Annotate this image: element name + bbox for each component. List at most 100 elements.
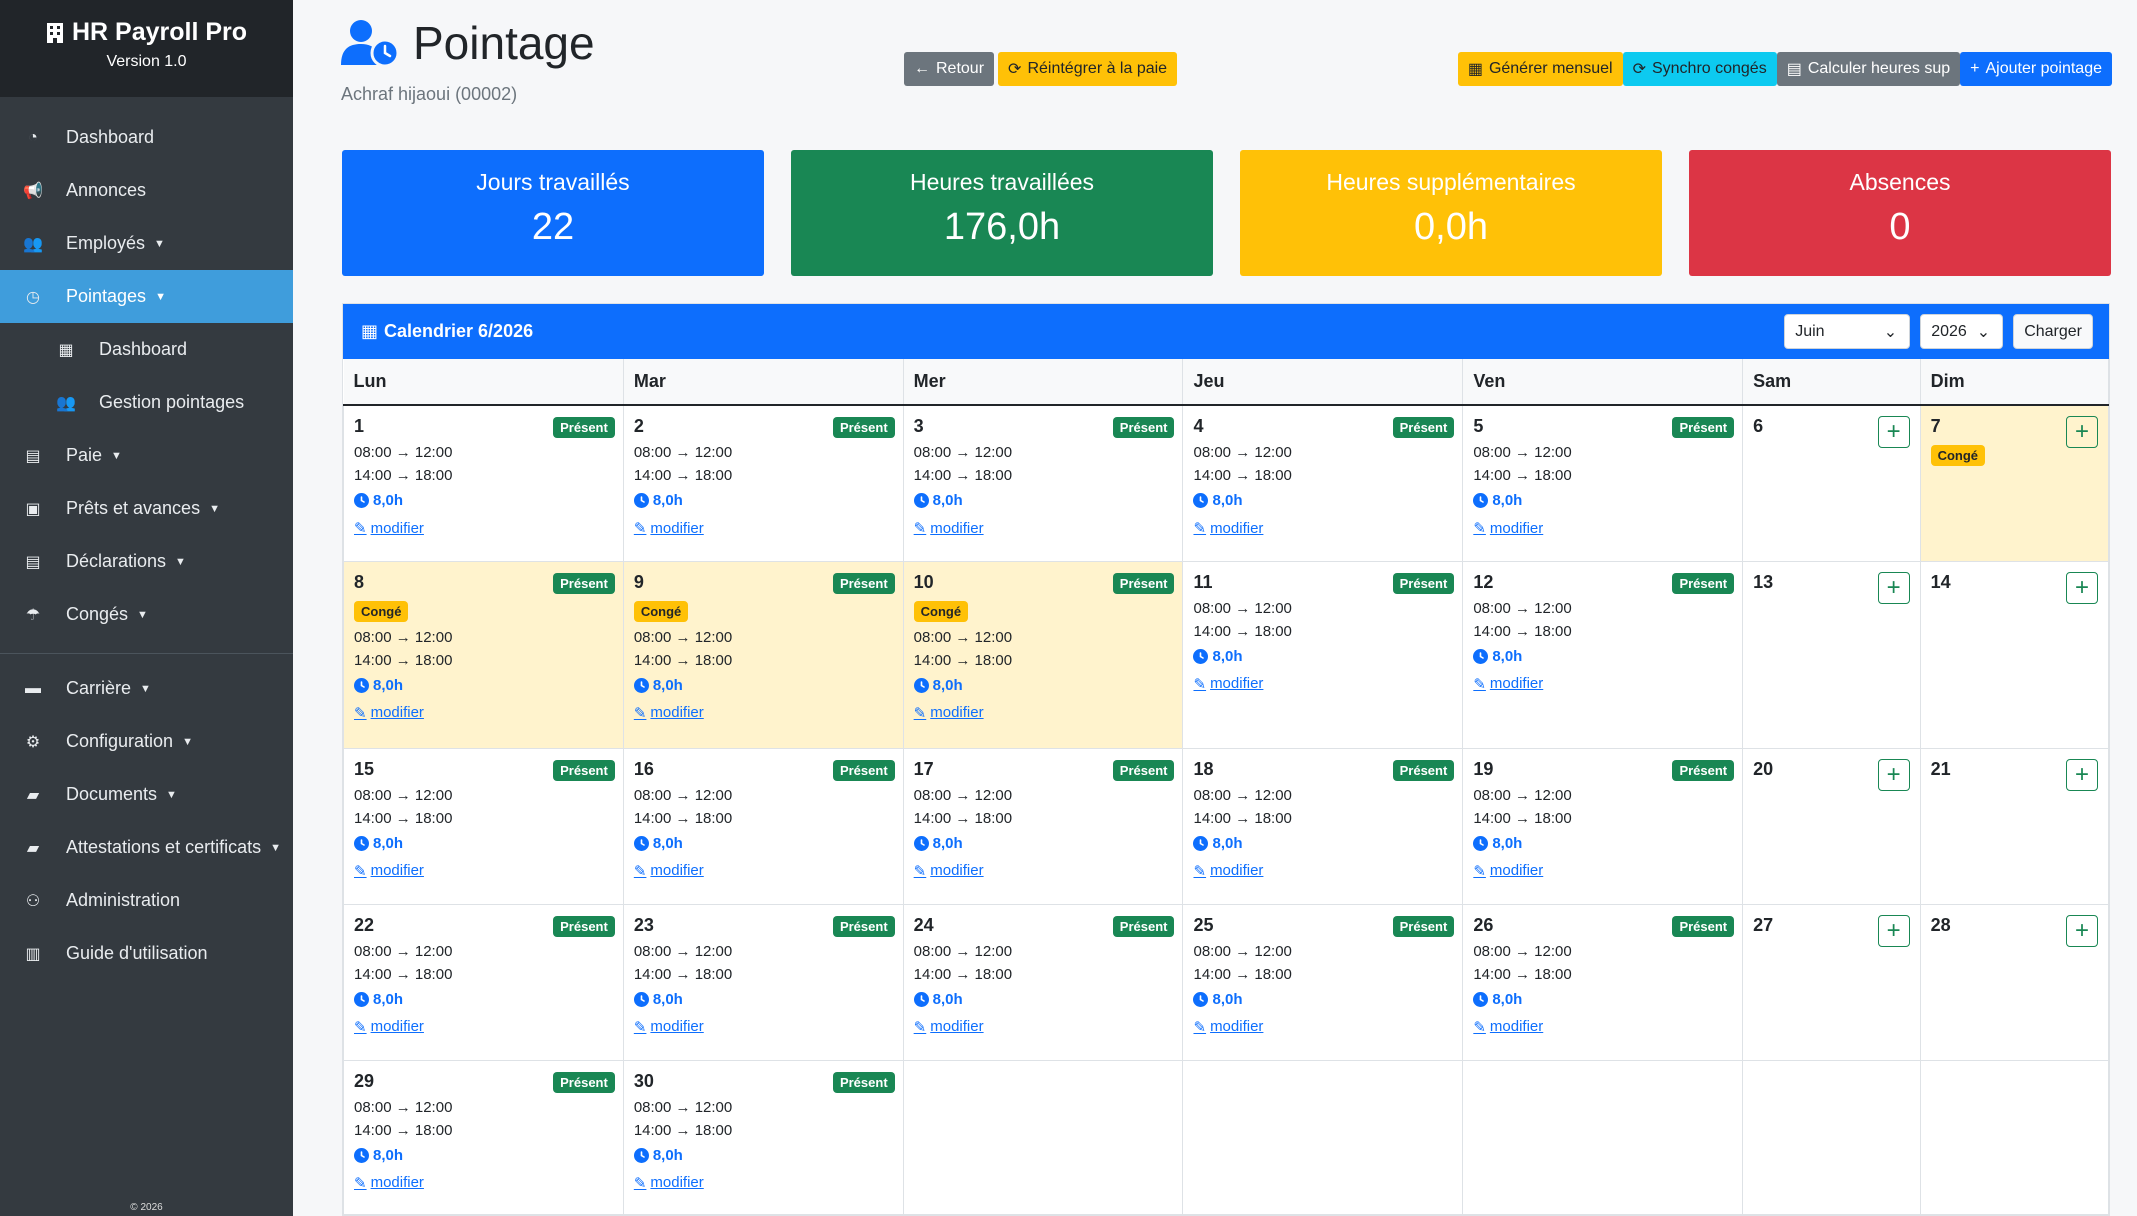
add-pointage-button[interactable]: + Ajouter pointage xyxy=(1960,52,2112,86)
sidebar-item-gestion-pointages[interactable]: 👥 Gestion pointages xyxy=(0,376,293,429)
sidebar-item-annonces[interactable]: 📢 Annonces xyxy=(0,164,293,217)
edit-link[interactable]: ✎ modifier xyxy=(1193,519,1454,538)
sidebar-item-carri-re[interactable]: ▬ Carrière ▼ xyxy=(0,662,293,715)
calendar-day-cell[interactable]: 12 Présent 08:00 → 12:00 14:00 → 18:00 8,0h ✎… xyxy=(1462,560,1744,749)
sidebar-item-paie[interactable]: ▤ Paie ▼ xyxy=(0,429,293,482)
calendar-day-cell[interactable]: 2 Présent 08:00 → 12:00 14:00 → 18:00 8,0h ✎ m… xyxy=(622,404,904,562)
calendar-day-cell[interactable]: 3 Présent 08:00 → 12:00 14:00 → 18:00 8,0h ✎ m… xyxy=(902,404,1184,562)
add-day-button[interactable]: + xyxy=(2066,758,2098,791)
add-day-button[interactable]: + xyxy=(2066,914,2098,947)
edit-link[interactable]: ✎ modifier xyxy=(354,519,615,538)
calendar-day-cell[interactable]: 13 + xyxy=(1742,560,1921,749)
edit-link[interactable]: ✎ modifier xyxy=(1193,1018,1454,1036)
edit-link[interactable]: ✎ modifier xyxy=(354,1018,615,1036)
edit-link[interactable]: ✎ modifier xyxy=(914,519,1175,538)
calendar-day-cell[interactable]: 14 + xyxy=(1919,560,2109,749)
sidebar-item-d-clarations[interactable]: ▤ Déclarations ▼ xyxy=(0,535,293,588)
sidebar-item-dashboard[interactable]: ◔ Dashboard xyxy=(0,111,293,164)
sidebar-item-attestations-et-certificats[interactable]: ▰ Attestations et certificats ▼ xyxy=(0,821,293,874)
calendar-day-cell[interactable]: 26 Présent 08:00 → 12:00 14:00 → 18:00 8,0h ✎… xyxy=(1462,903,1744,1061)
calendar-day-cell[interactable]: 18 Présent 08:00 → 12:00 14:00 → 18:00 8,0h ✎… xyxy=(1182,747,1464,905)
morning-shift: 08:00 → 12:00 xyxy=(1193,786,1292,804)
calendar-day-cell[interactable]: 20 + xyxy=(1742,747,1921,905)
edit-link[interactable]: ✎ modifier xyxy=(634,704,895,722)
edit-link[interactable]: ✎ modifier xyxy=(634,1018,895,1036)
edit-link[interactable]: ✎ modifier xyxy=(354,704,615,722)
sidebar-item-pointages[interactable]: ◷ Pointages ▼ xyxy=(0,270,293,323)
back-button[interactable]: ← Retour xyxy=(904,52,995,86)
edit-link[interactable]: ✎ modifier xyxy=(634,1174,895,1192)
day-number: 23 xyxy=(633,914,654,935)
year-select[interactable]: 2026 ⌄ xyxy=(1920,314,2004,349)
hours-total: 8,0h xyxy=(633,492,895,509)
load-button[interactable]: Charger xyxy=(2013,314,2093,349)
calendar-day-cell[interactable]: 30 Présent 08:00 → 12:00 14:00 → 18:00 8,0h ✎… xyxy=(622,1059,904,1215)
morning-shift: 08:00 → 12:00 xyxy=(1193,444,1292,461)
sidebar-item-pr-ts-et-avances[interactable]: ▣ Prêts et avances ▼ xyxy=(0,482,293,535)
calendar-day-cell[interactable]: 8 Présent Congé 08:00 → 12:00 14:00 → 18:00 8… xyxy=(343,560,624,749)
calendar-day-cell[interactable]: 28 + xyxy=(1919,903,2109,1061)
add-day-button[interactable]: + xyxy=(2066,571,2098,604)
calendar-day-cell[interactable]: 7 + Congé xyxy=(1919,404,2109,562)
edit-link[interactable]: ✎ modifier xyxy=(1473,675,1734,693)
stat-label: Jours travaillés xyxy=(476,169,630,195)
edit-link[interactable]: ✎ modifier xyxy=(1193,675,1454,693)
sync-leave-button[interactable]: ⟳ Synchro congés xyxy=(1622,52,1777,86)
calendar-day-cell[interactable]: 11 Présent 08:00 → 12:00 14:00 → 18:00 8,0h ✎… xyxy=(1182,560,1464,749)
sidebar-item-employ-s[interactable]: 👥 Employés ▼ xyxy=(0,217,293,270)
calendar-day-cell[interactable]: 17 Présent 08:00 → 12:00 14:00 → 18:00 8,0h ✎… xyxy=(902,747,1184,905)
stat-card-days: Jours travaillés 22 xyxy=(342,150,764,276)
sidebar-item-dashboard[interactable]: ▦ Dashboard xyxy=(0,323,293,376)
add-day-button[interactable]: + xyxy=(1877,914,1910,947)
stat-label: Heures supplémentaires xyxy=(1326,169,1576,195)
calendar-day-cell[interactable]: 29 Présent 08:00 → 12:00 14:00 → 18:00 8,0h ✎… xyxy=(343,1059,624,1215)
sidebar-item-configuration[interactable]: ⚙ Configuration ▼ xyxy=(0,715,293,768)
calc-overtime-button[interactable]: ▤ Calculer heures sup xyxy=(1776,52,1961,86)
calendar-day-cell[interactable]: 25 Présent 08:00 → 12:00 14:00 → 18:00 8,0h ✎… xyxy=(1182,903,1464,1061)
edit-link[interactable]: ✎ modifier xyxy=(1473,519,1734,538)
edit-link[interactable]: ✎ modifier xyxy=(914,704,1175,722)
edit-link[interactable]: ✎ modifier xyxy=(634,862,895,880)
calendar-day-cell[interactable]: 4 Présent 08:00 → 12:00 14:00 → 18:00 8,0h ✎ m… xyxy=(1182,404,1464,562)
reintegrate-button[interactable]: ⟳ Réintégrer à la paie xyxy=(998,52,1178,86)
calendar-day-cell[interactable]: 22 Présent 08:00 → 12:00 14:00 → 18:00 8,0h ✎… xyxy=(343,903,624,1061)
morning-shift: 08:00 → 12:00 xyxy=(354,1098,453,1116)
add-day-button[interactable]: + xyxy=(1877,416,1910,448)
calendar-day-cell[interactable]: 27 + xyxy=(1742,903,1921,1061)
edit-link[interactable]: ✎ modifier xyxy=(354,1174,615,1192)
edit-link[interactable]: ✎ modifier xyxy=(354,862,615,880)
sidebar-item-cong-s[interactable]: ☂ Congés ▼ xyxy=(0,588,293,641)
calendar-day-cell[interactable]: 10 Présent Congé 08:00 → 12:00 14:00 → 18:00… xyxy=(902,560,1184,749)
calendar-day-cell[interactable]: 21 + xyxy=(1919,747,2109,905)
edit-label: modifier xyxy=(930,1018,984,1035)
edit-link[interactable]: ✎ modifier xyxy=(914,862,1175,880)
calendar-day-cell[interactable]: 5 Présent 08:00 → 12:00 14:00 → 18:00 8,0h ✎ m… xyxy=(1462,404,1744,562)
calendar-day-cell[interactable]: 24 Présent 08:00 → 12:00 14:00 → 18:00 8,0h ✎… xyxy=(902,903,1184,1061)
calendar-day-cell[interactable]: 15 Présent 08:00 → 12:00 14:00 → 18:00 8,0h ✎… xyxy=(343,747,624,905)
calendar-day-cell[interactable]: 9 Présent Congé 08:00 → 12:00 14:00 → 18:00 8… xyxy=(622,560,904,749)
add-day-button[interactable]: + xyxy=(2066,416,2098,448)
calendar-day-cell[interactable]: 23 Présent 08:00 → 12:00 14:00 → 18:00 8,0h ✎… xyxy=(622,903,904,1061)
add-day-button[interactable]: + xyxy=(1877,758,1910,791)
money-icon: ▣ xyxy=(25,500,41,518)
brand-title[interactable]: HR Payroll Pro xyxy=(0,18,293,47)
sidebar-item-administration[interactable]: ⚇ Administration xyxy=(0,874,293,927)
calendar-day-cell[interactable]: 16 Présent 08:00 → 12:00 14:00 → 18:00 8,0h ✎… xyxy=(622,747,904,905)
hours-total: 8,0h xyxy=(354,492,615,509)
calendar-day-cell[interactable]: 1 Présent 08:00 → 12:00 14:00 → 18:00 8,0h ✎ m… xyxy=(343,404,624,562)
hours-value: 8,0h xyxy=(652,990,683,1008)
book-icon: ▥ xyxy=(25,945,41,963)
add-day-button[interactable]: + xyxy=(1877,571,1910,604)
edit-link[interactable]: ✎ modifier xyxy=(1193,862,1454,880)
generate-monthly-button[interactable]: ▦ Générer mensuel xyxy=(1457,52,1623,86)
calendar-day-cell[interactable]: 6 + xyxy=(1742,404,1921,562)
edit-link[interactable]: ✎ modifier xyxy=(1473,1018,1734,1036)
month-select[interactable]: Juin ⌄ xyxy=(1784,314,1911,349)
sidebar-item-label: Carrière xyxy=(66,678,132,698)
sidebar-item-documents[interactable]: ▰ Documents ▼ xyxy=(0,768,293,821)
edit-link[interactable]: ✎ modifier xyxy=(634,519,895,538)
calendar-day-cell[interactable]: 19 Présent 08:00 → 12:00 14:00 → 18:00 8,0h ✎… xyxy=(1462,747,1744,905)
sidebar-item-guide-d-utilisation[interactable]: ▥ Guide d'utilisation xyxy=(0,927,293,980)
edit-link[interactable]: ✎ modifier xyxy=(1473,862,1734,880)
edit-link[interactable]: ✎ modifier xyxy=(914,1018,1175,1036)
